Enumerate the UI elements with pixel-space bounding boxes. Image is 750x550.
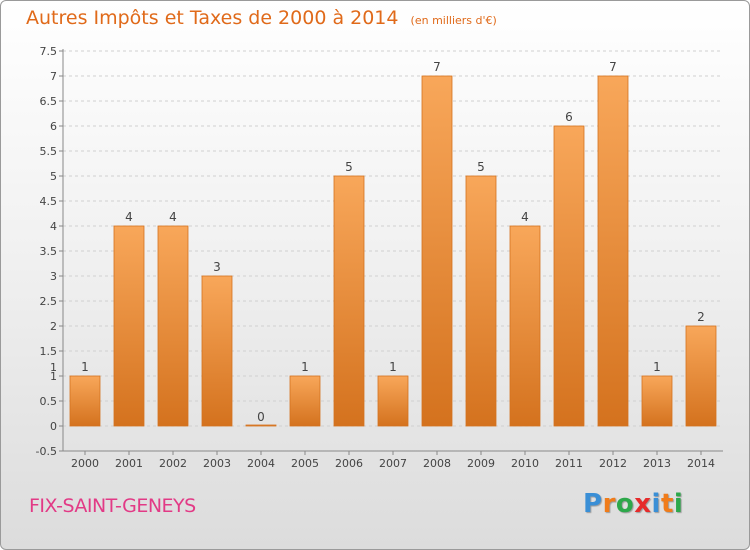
bar-value-label: 0 <box>257 410 265 424</box>
x-tick-label: 2003 <box>203 457 231 470</box>
bar-value-label: 5 <box>477 160 485 174</box>
bars <box>69 75 717 427</box>
logo-letter: i <box>673 489 684 519</box>
x-tick-label: 2008 <box>423 457 451 470</box>
y-tick-label: 4 <box>50 220 57 233</box>
bar <box>113 225 145 427</box>
x-tick-labels: 2000 2001 2002 2003 2004 2005 2006 2007 2008 2009… <box>71 457 715 470</box>
axes <box>59 49 723 455</box>
logo-letter: t <box>660 489 674 519</box>
y-tick-label: 6.5 <box>40 95 58 108</box>
bar <box>553 125 585 427</box>
bar <box>333 175 365 427</box>
chart-subtitle: (en milliers d'€) <box>410 14 497 27</box>
y-tick-label: 3.5 <box>40 245 58 258</box>
bar-value-label: 5 <box>345 160 353 174</box>
x-tick-label: 2009 <box>467 457 495 470</box>
bar <box>69 375 101 427</box>
bar <box>421 75 453 427</box>
commune-name: FIX-SAINT-GENEYS <box>29 495 196 517</box>
bar <box>509 225 541 427</box>
chart-title: Autres Impôts et Taxes de 2000 à 2014 (e… <box>26 7 497 29</box>
y-tick-label: 1 <box>50 370 57 383</box>
y-tick-label: 2.5 <box>40 295 58 308</box>
bar-value-label: 2 <box>697 310 705 324</box>
bar <box>685 325 717 427</box>
y-tick-label: 6 <box>50 120 57 133</box>
value-labels: 1 4 4 3 0 1 5 1 7 5 4 6 7 1 2 <box>81 60 705 424</box>
bar-value-label: 4 <box>125 210 133 224</box>
y-tick-label: -0.5 <box>36 445 57 458</box>
y-tick-label: 4.5 <box>40 195 58 208</box>
bar-value-label: 4 <box>169 210 177 224</box>
y-tick-label: 7 <box>50 70 57 83</box>
x-tick-label: 2014 <box>687 457 715 470</box>
x-tick-label: 2005 <box>291 457 319 470</box>
x-tick-label: 2001 <box>115 457 143 470</box>
logo-letter: i <box>651 489 661 519</box>
bar-value-label: 7 <box>433 60 441 74</box>
y-tick-label: 2 <box>50 320 57 333</box>
x-tick-label: 2004 <box>247 457 275 470</box>
y-tick-label: 1.5 <box>40 345 58 358</box>
x-tick-label: 2013 <box>643 457 671 470</box>
y-tick-label: 0.5 <box>40 395 58 408</box>
y-tick-labels: -0.5 0 0.5 11 1.5 2 2.5 3 3.5 4 4.5 5 5.5 6 6.5 7 7.5 <box>36 45 57 458</box>
logo-letter: x <box>634 489 652 519</box>
bar <box>597 75 629 427</box>
x-tick-label: 2002 <box>159 457 187 470</box>
bar-value-label: 1 <box>653 360 661 374</box>
bar-value-label: 1 <box>81 360 89 374</box>
bar-value-label: 6 <box>565 110 573 124</box>
bar-value-label: 3 <box>213 260 221 274</box>
x-tick-label: 2012 <box>599 457 627 470</box>
logo-letter: r <box>602 489 616 519</box>
logo-letter: o <box>615 489 635 519</box>
bar <box>377 375 409 427</box>
bar <box>201 275 233 427</box>
bar <box>465 175 497 427</box>
y-tick-label: 3 <box>50 270 57 283</box>
x-tick-label: 2006 <box>335 457 363 470</box>
bar <box>641 375 673 427</box>
bar-value-label: 7 <box>609 60 617 74</box>
bar <box>157 225 189 427</box>
x-tick-label: 2010 <box>511 457 539 470</box>
y-tick-label: 1 <box>50 361 57 374</box>
bar-value-label: 1 <box>301 360 309 374</box>
proxiti-logo[interactable]: Proxiti <box>583 489 683 519</box>
x-tick-label: 2011 <box>555 457 583 470</box>
chart-title-text: Autres Impôts et Taxes de 2000 à 2014 <box>26 7 399 29</box>
x-tick-label: 2000 <box>71 457 99 470</box>
x-tick-label: 2007 <box>379 457 407 470</box>
bar-value-label: 4 <box>521 210 529 224</box>
y-tick-label: 5 <box>50 170 57 183</box>
bar <box>289 375 321 427</box>
y-tick-label: 7.5 <box>40 45 58 58</box>
logo-letter: P <box>583 489 603 519</box>
y-tick-label: 5.5 <box>40 145 58 158</box>
y-tick-label: 0 <box>50 420 57 433</box>
bar <box>245 424 277 427</box>
bar-value-label: 1 <box>389 360 397 374</box>
